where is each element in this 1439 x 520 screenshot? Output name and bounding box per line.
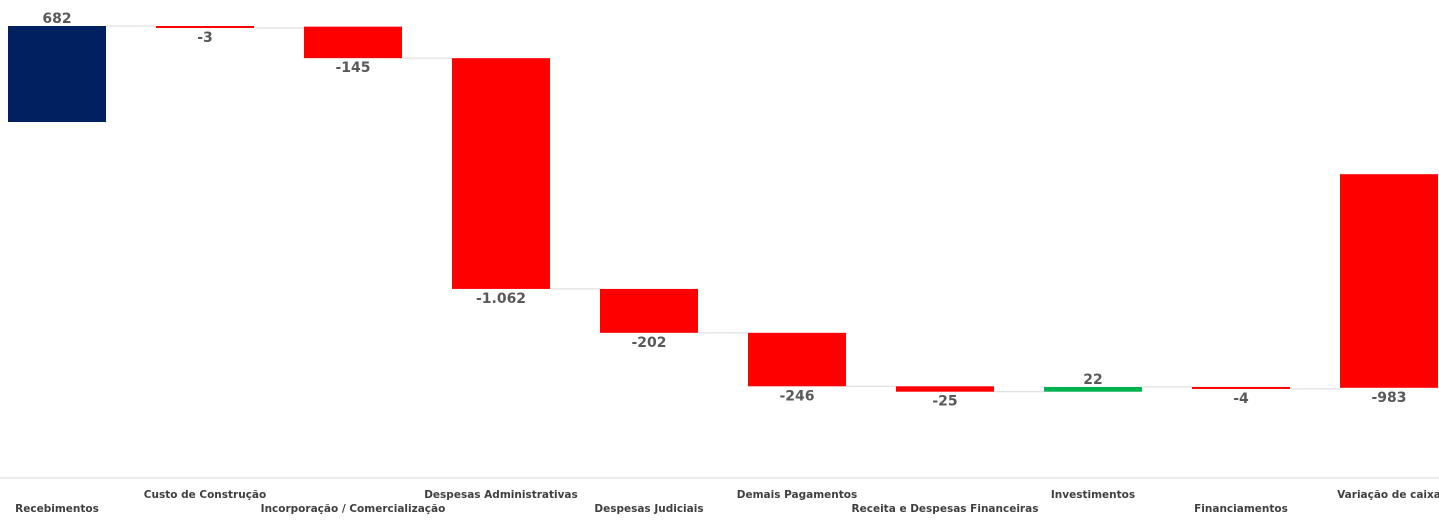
category-label-3: Despesas Administrativas bbox=[424, 489, 578, 501]
bar-8 bbox=[1192, 386, 1290, 389]
category-label-9: Variação de caixa bbox=[1337, 489, 1439, 501]
value-label-6: -25 bbox=[932, 394, 957, 410]
bar-5 bbox=[748, 332, 846, 387]
value-label-1: -3 bbox=[197, 30, 213, 46]
category-label-4: Despesas Judiciais bbox=[594, 503, 703, 515]
category-label-5: Demais Pagamentos bbox=[737, 489, 858, 501]
category-label-7: Investimentos bbox=[1051, 489, 1135, 501]
value-label-0: 682 bbox=[42, 11, 71, 27]
category-label-0: Recebimentos bbox=[15, 503, 99, 515]
value-label-2: -145 bbox=[335, 60, 370, 76]
bar-7 bbox=[1044, 386, 1142, 392]
bar-9 bbox=[1340, 174, 1438, 388]
bar-6 bbox=[896, 386, 994, 392]
bar-2 bbox=[304, 26, 402, 59]
value-label-7: 22 bbox=[1083, 372, 1102, 388]
category-label-1: Custo de Construção bbox=[144, 489, 266, 501]
value-label-5: -246 bbox=[779, 388, 814, 404]
bar-1 bbox=[156, 26, 254, 28]
bar-4 bbox=[600, 288, 698, 333]
bar-3 bbox=[452, 58, 550, 289]
value-label-3: -1.062 bbox=[476, 291, 526, 307]
category-label-2: Incorporação / Comercialização bbox=[261, 503, 446, 515]
value-label-4: -202 bbox=[631, 335, 666, 351]
bar-0 bbox=[8, 26, 106, 122]
value-label-9: -983 bbox=[1371, 390, 1406, 406]
category-label-6: Receita e Despesas Financeiras bbox=[852, 503, 1039, 515]
category-label-8: Financiamentos bbox=[1194, 503, 1288, 515]
value-label-8: -4 bbox=[1233, 391, 1249, 407]
